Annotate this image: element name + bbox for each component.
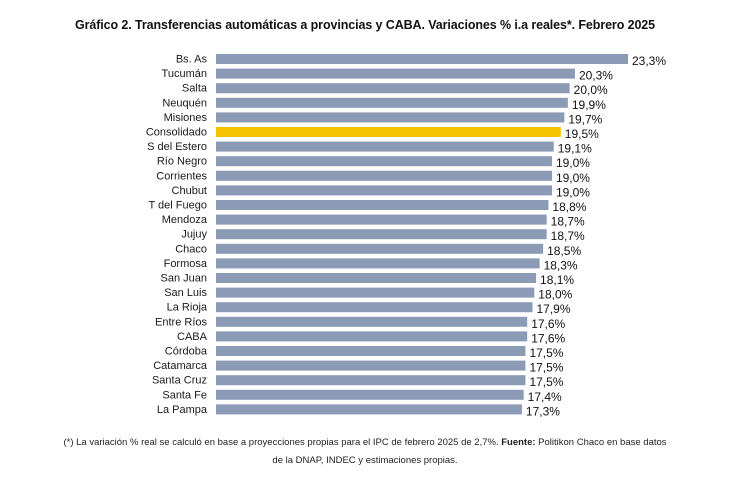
bar-chart: Bs. As 23,3% Tucumán 20,3% Salta 20,0% Neuquén…	[146, 54, 667, 419]
value-label-neuquen: 19,9%	[572, 98, 606, 112]
value-label-chaco: 18,5%	[547, 244, 581, 258]
value-label-consolidado: 19,5%	[565, 127, 599, 141]
bar-chaco	[216, 243, 544, 254]
bar-san-luis	[216, 287, 535, 298]
bar-san-juan	[216, 273, 537, 283]
bar-santa-cruz	[216, 375, 526, 386]
category-label-la-pampa: La Pampa	[157, 404, 208, 416]
chart-title: Gráfico 2. Transferencias automáticas a …	[74, 18, 656, 32]
value-label-santa-fe: 17,4%	[528, 390, 562, 404]
value-label-tucuman: 20,3%	[579, 69, 613, 83]
footnote-text: (*) La variación % real se calculó en ba…	[63, 437, 502, 448]
category-label-formosa: Formosa	[164, 258, 208, 270]
bar-catamarca	[216, 360, 526, 371]
bar-tucuman	[216, 68, 575, 79]
value-label-cordoba: 17,5%	[529, 346, 563, 360]
bar-consolidado	[216, 127, 561, 137]
value-label-rio-negro: 19,0%	[556, 156, 590, 170]
bar-formosa	[216, 258, 540, 269]
value-label-la-pampa: 17,3%	[526, 404, 560, 418]
category-label-salta: Salta	[182, 83, 208, 95]
bar-chubut	[216, 185, 552, 196]
category-label-corrientes: Corrientes	[156, 170, 207, 182]
category-label-t-del-fuego: T del Fuego	[148, 200, 207, 212]
value-label-misiones: 19,7%	[568, 112, 602, 126]
bar-santa-fe	[216, 389, 524, 400]
value-label-bs-as: 23,3%	[632, 54, 666, 68]
value-label-salta: 20,0%	[574, 83, 608, 97]
value-label-caba: 17,6%	[531, 331, 565, 345]
category-label-la-rioja: La Rioja	[167, 302, 208, 314]
value-label-t-del-fuego: 18,8%	[552, 200, 586, 214]
value-label-mendoza: 18,7%	[551, 215, 585, 229]
category-label-catamarca: Catamarca	[153, 360, 208, 372]
bar-misiones	[216, 112, 565, 123]
category-label-rio-negro: Río Negro	[157, 156, 207, 168]
value-label-entre-rios: 17,6%	[531, 317, 565, 331]
bar-bs-as	[216, 54, 628, 64]
category-label-cordoba: Córdoba	[165, 346, 208, 358]
category-label-bs-as: Bs. As	[176, 54, 208, 66]
footnote-source-text: Politikon Chaco en base datos	[535, 437, 667, 448]
category-label-mendoza: Mendoza	[162, 214, 208, 226]
bar-corrientes	[216, 170, 552, 181]
value-label-la-rioja: 17,9%	[537, 302, 571, 316]
value-label-san-juan: 18,1%	[540, 273, 574, 287]
value-label-jujuy: 18,7%	[551, 229, 585, 243]
footnote-source-label: Fuente:	[501, 437, 536, 448]
category-label-tucuman: Tucumán	[162, 68, 207, 80]
category-label-consolidado: Consolidado	[146, 127, 207, 139]
bar-neuquen	[216, 97, 568, 108]
category-label-jujuy: Jujuy	[181, 229, 207, 241]
bar-la-rioja	[216, 302, 533, 313]
category-label-misiones: Misiones	[164, 112, 208, 124]
category-label-santa-fe: Santa Fe	[162, 389, 207, 401]
bar-t-del-fuego	[216, 200, 549, 210]
value-label-s-del-estero: 19,1%	[558, 142, 592, 156]
category-label-neuquen: Neuquén	[162, 97, 207, 109]
category-label-san-juan: San Juan	[161, 273, 207, 285]
bar-jujuy	[216, 229, 547, 240]
footnote-line-2: de la DNAP, INDEC y estimaciones propias…	[272, 455, 458, 466]
bar-entre-rios	[216, 316, 528, 327]
category-label-san-luis: San Luis	[164, 287, 207, 299]
bar-rio-negro	[216, 156, 552, 167]
bar-mendoza	[216, 214, 547, 225]
bar-caba	[216, 331, 528, 342]
category-label-santa-cruz: Santa Cruz	[152, 375, 207, 387]
category-label-caba: CABA	[177, 331, 208, 343]
category-label-s-del-estero: S del Estero	[147, 141, 207, 153]
value-label-formosa: 18,3%	[544, 258, 578, 272]
bar-s-del-estero	[216, 141, 554, 152]
value-label-san-luis: 18,0%	[538, 288, 572, 302]
value-label-chubut: 19,0%	[556, 185, 590, 199]
value-label-corrientes: 19,0%	[556, 171, 590, 185]
value-label-catamarca: 17,5%	[529, 361, 563, 375]
footnote-line-1: (*) La variación % real se calculó en ba…	[0, 437, 730, 448]
category-label-entre-rios: Entre Ríos	[155, 316, 207, 328]
bar-salta	[216, 83, 570, 94]
category-label-chaco: Chaco	[175, 243, 207, 255]
bar-la-pampa	[216, 404, 522, 415]
value-label-santa-cruz: 17,5%	[529, 375, 563, 389]
category-label-chubut: Chubut	[172, 185, 207, 197]
bar-cordoba	[216, 346, 526, 356]
